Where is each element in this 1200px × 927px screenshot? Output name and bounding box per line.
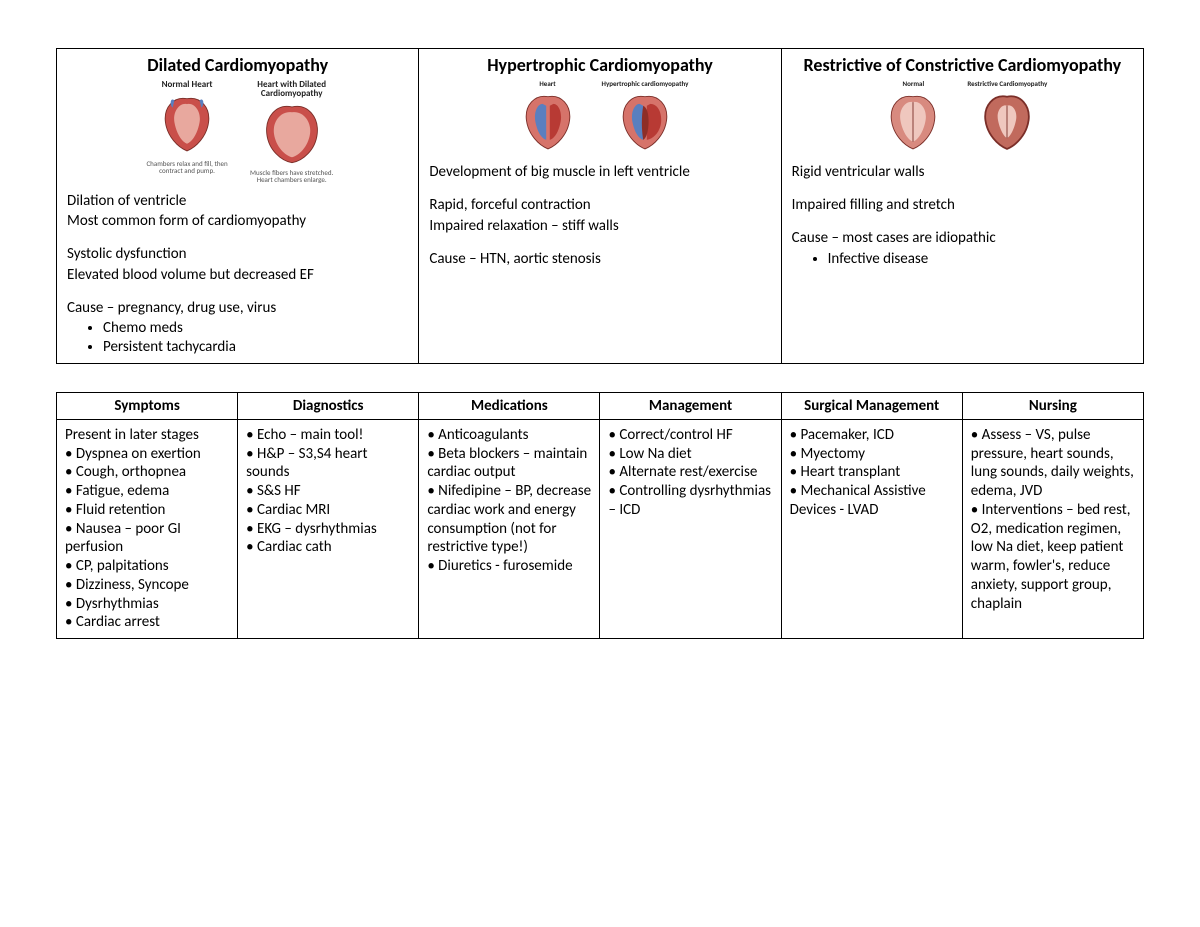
heart-icon	[256, 101, 328, 165]
line: Elevated blood volume but decreased EF	[67, 266, 408, 285]
col-header-nursing: Nursing	[962, 392, 1143, 419]
type-body: Dilation of ventricle Most common form o…	[67, 192, 408, 357]
img-label: Heart with Dilated Cardiomyopathy	[250, 80, 333, 99]
heart-icon	[609, 89, 681, 153]
col-header-symptoms: Symptoms	[57, 392, 238, 419]
bullet-list: Infective disease	[792, 250, 1133, 269]
bullet: Chemo meds	[103, 319, 408, 338]
cell-medications: • Anticoagulants • Beta blockers – maint…	[419, 419, 600, 638]
line: Development of big muscle in left ventri…	[429, 163, 770, 182]
line: Most common form of cardiomyopathy	[67, 212, 408, 231]
line: Cause – HTN, aortic stenosis	[429, 250, 770, 269]
type-cell-restrictive: Restrictive of Constrictive Cardiomyopat…	[781, 49, 1143, 364]
type-title: Dilated Cardiomyopathy	[67, 55, 408, 76]
dilated-image-row: Normal Heart Chambers relax and fill, th…	[67, 80, 408, 184]
img-caption: Chambers relax and fill, then contract a…	[142, 160, 232, 175]
line: Impaired relaxation – stiff walls	[429, 217, 770, 236]
img-label: Normal Heart	[142, 80, 232, 89]
img-label: Hypertrophic cardiomyopathy	[602, 80, 689, 87]
line: Rigid ventricular walls	[792, 163, 1133, 182]
dilated-affected-heart: Heart with Dilated Cardiomyopathy Muscle…	[250, 80, 333, 184]
line: Systolic dysfunction	[67, 245, 408, 264]
heart-icon	[151, 91, 223, 155]
type-title: Hypertrophic Cardiomyopathy	[429, 55, 770, 76]
cell-nursing: • Assess – VS, pulse pressure, heart sou…	[962, 419, 1143, 638]
heart-icon	[971, 89, 1043, 153]
line: Impaired filling and stretch	[792, 196, 1133, 215]
hypertrophic-normal-heart: Heart	[512, 80, 584, 156]
img-label: Restrictive Cardiomyopathy	[967, 80, 1047, 87]
cardiomyopathy-types-table: Dilated Cardiomyopathy Normal Heart Cham…	[56, 48, 1144, 364]
col-header-diagnostics: Diagnostics	[238, 392, 419, 419]
cell-surgical: • Pacemaker, ICD • Myectomy • Heart tran…	[781, 419, 962, 638]
body-row: Present in later stages • Dyspnea on exe…	[57, 419, 1144, 638]
cell-diagnostics: • Echo – main tool! • H&P – S3,S4 heart …	[238, 419, 419, 638]
type-title: Restrictive of Constrictive Cardiomyopat…	[792, 55, 1133, 76]
cell-management: • Correct/control HF • Low Na diet • Alt…	[600, 419, 781, 638]
line: Dilation of ventricle	[67, 192, 408, 211]
type-cell-hypertrophic: Hypertrophic Cardiomyopathy Heart Hypert…	[419, 49, 781, 364]
line: Cause – pregnancy, drug use, virus	[67, 299, 408, 318]
type-body: Development of big muscle in left ventri…	[429, 163, 770, 268]
img-caption: Muscle fibers have stretched. Heart cham…	[250, 169, 333, 184]
restrictive-image-row: Normal Restrictive Cardiomyopathy	[792, 80, 1133, 156]
line: Cause – most cases are idiopathic	[792, 229, 1133, 248]
restrictive-normal-heart: Normal	[877, 80, 949, 156]
col-header-surgical: Surgical Management	[781, 392, 962, 419]
dilated-normal-heart: Normal Heart Chambers relax and fill, th…	[142, 80, 232, 184]
hypertrophic-image-row: Heart Hypertrophic cardiomyopathy	[429, 80, 770, 156]
heart-icon	[512, 89, 584, 153]
hypertrophic-affected-heart: Hypertrophic cardiomyopathy	[602, 80, 689, 156]
restrictive-affected-heart: Restrictive Cardiomyopathy	[967, 80, 1047, 156]
col-header-medications: Medications	[419, 392, 600, 419]
type-cell-dilated: Dilated Cardiomyopathy Normal Heart Cham…	[57, 49, 419, 364]
bullet: Infective disease	[828, 250, 1133, 269]
type-body: Rigid ventricular walls Impaired filling…	[792, 163, 1133, 268]
cell-symptoms: Present in later stages • Dyspnea on exe…	[57, 419, 238, 638]
col-header-management: Management	[600, 392, 781, 419]
bullet: Persistent tachycardia	[103, 338, 408, 357]
line: Rapid, forceful contraction	[429, 196, 770, 215]
header-row: Symptoms Diagnostics Medications Managem…	[57, 392, 1144, 419]
img-label: Heart	[512, 80, 584, 87]
heart-icon	[877, 89, 949, 153]
img-label: Normal	[877, 80, 949, 87]
bullet-list: Chemo meds Persistent tachycardia	[67, 319, 408, 357]
clinical-table: Symptoms Diagnostics Medications Managem…	[56, 392, 1144, 639]
